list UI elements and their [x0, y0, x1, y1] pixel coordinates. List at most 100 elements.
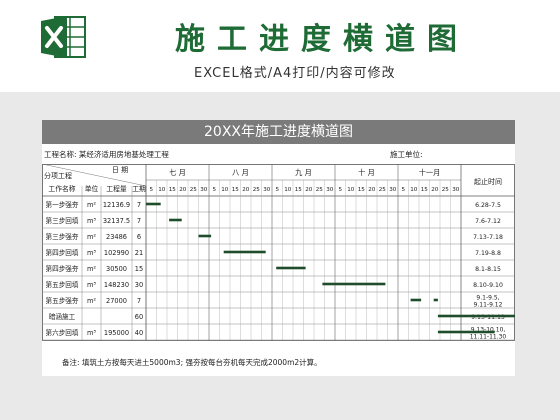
row-duration: 15 — [135, 265, 143, 273]
day-tick-label: 15 — [232, 187, 240, 193]
day-tick-label: 25 — [190, 187, 198, 193]
row-period: 8.1-8.15 — [475, 266, 501, 273]
day-tick-label: 5 — [149, 187, 153, 193]
row-name: 第五步回填 — [46, 280, 79, 289]
day-tick-label: 30 — [452, 187, 460, 193]
day-tick-label: 15 — [358, 187, 366, 193]
row-name: 暗涵施工 — [49, 312, 76, 321]
row-duration: 21 — [135, 249, 143, 257]
period-header: 起止时间 — [474, 177, 502, 186]
excel-icon — [41, 16, 86, 58]
row-name: 第四步回填 — [46, 248, 79, 257]
day-tick-label: 20 — [305, 187, 313, 193]
construction-unit: 施工单位: — [390, 150, 423, 159]
day-tick-label: 15 — [421, 187, 429, 193]
gantt-bar — [437, 330, 495, 334]
row-quantity: 102990 — [104, 249, 129, 257]
corner-date-label: 日 期 — [112, 166, 128, 174]
day-tick-label: 30 — [389, 187, 397, 193]
day-tick-label: 5 — [275, 187, 279, 193]
row-period: 9.11-9.12 — [474, 302, 503, 309]
row-unit: m² — [87, 297, 96, 305]
row-name: 第六步回填 — [46, 328, 79, 337]
column-header: 工期 — [132, 185, 146, 193]
row-name: 第三步强夯 — [46, 232, 79, 241]
day-tick-label: 5 — [338, 187, 342, 193]
sheet-title: 20XX年施工进度横道图 — [42, 120, 515, 144]
day-tick-label: 10 — [158, 187, 166, 193]
day-tick-label: 20 — [242, 187, 250, 193]
gantt-bar — [410, 298, 422, 302]
row-unit: m³ — [87, 217, 96, 225]
row-name: 第四步强夯 — [46, 264, 79, 273]
gantt-bar — [322, 282, 386, 286]
gantt-bar — [276, 266, 306, 270]
day-tick-label: 10 — [284, 187, 292, 193]
row-unit: m² — [87, 201, 96, 209]
month-header: 十一月 — [419, 168, 441, 177]
row-quantity: 148230 — [104, 281, 129, 289]
day-tick-label: 15 — [295, 187, 303, 193]
day-tick-label: 25 — [379, 187, 387, 193]
row-duration: 7 — [137, 201, 141, 209]
row-quantity: 23486 — [106, 233, 127, 241]
corner-item-label: 分项工程 — [44, 171, 72, 180]
row-period: 9.13-10.10, — [471, 327, 506, 334]
day-tick-label: 20 — [368, 187, 376, 193]
row-duration: 40 — [135, 329, 143, 337]
day-tick-label: 25 — [442, 187, 450, 193]
row-duration: 7 — [137, 297, 141, 305]
day-tick-label: 20 — [179, 187, 187, 193]
row-duration: 60 — [135, 313, 143, 321]
gantt-bar — [169, 218, 182, 222]
day-tick-label: 10 — [221, 187, 229, 193]
day-tick-label: 25 — [253, 187, 261, 193]
column-header: 工作名称 — [48, 184, 75, 193]
footnote: 备注: 填筑土方按每天进土5000m3; 强夯按每台夯机每天完成2000m2计算… — [62, 358, 322, 367]
day-tick-label: 5 — [401, 187, 405, 193]
day-tick-label: 20 — [431, 187, 439, 193]
row-unit: m² — [87, 265, 96, 273]
row-unit: m³ — [87, 329, 96, 337]
row-period: 9.13-11.13 — [471, 314, 505, 321]
column-header: 单位 — [85, 184, 99, 193]
row-name: 第一步强夯 — [46, 200, 79, 209]
row-unit: m³ — [87, 249, 96, 257]
gantt-table: 日 期分项工程工作名称 单位 工程量 工期七 月八 月九 月十 月十一月5 10 15 20… — [42, 164, 515, 341]
day-tick-label: 30 — [200, 187, 208, 193]
row-quantity: 195000 — [104, 329, 129, 337]
month-header: 七 月 — [169, 168, 186, 177]
day-tick-label: 5 — [212, 187, 216, 193]
month-header: 八 月 — [232, 168, 249, 177]
column-header: 工程量 — [106, 184, 127, 193]
gantt-bar — [198, 234, 212, 238]
table-border — [42, 164, 515, 341]
row-name: 第三步回填 — [46, 216, 79, 225]
row-period: 7.6-7.12 — [475, 218, 501, 225]
row-unit: m² — [87, 233, 96, 241]
gantt-bar — [433, 298, 438, 302]
corner-diagonal — [42, 164, 147, 187]
day-tick-label: 10 — [410, 187, 418, 193]
day-tick-label: 15 — [169, 187, 177, 193]
spreadsheet — [42, 120, 515, 376]
gantt-bar — [146, 202, 161, 206]
row-unit: m³ — [87, 281, 96, 289]
row-period: 11.11-11.30 — [470, 334, 507, 341]
row-quantity: 12136.9 — [103, 201, 130, 209]
gantt-bar — [223, 250, 266, 254]
row-quantity: 32137.5 — [103, 217, 130, 225]
row-period: 6.28-7.5 — [475, 202, 501, 209]
row-name: 第五步强夯 — [46, 296, 79, 305]
month-header: 十 月 — [358, 168, 375, 177]
row-duration: 7 — [137, 217, 141, 225]
day-tick-label: 30 — [263, 187, 271, 193]
page-title: 施工进度横道图 — [175, 22, 469, 57]
day-tick-label: 25 — [316, 187, 324, 193]
month-header: 九 月 — [295, 168, 312, 177]
row-period: 9.1-9.5, — [476, 295, 499, 302]
project-name: 工程名称: 某经济适用房地基处理工程 — [44, 150, 169, 159]
page-header: 施工进度横道图 EXCEL格式/A4打印/内容可修改 — [0, 0, 560, 92]
page-subtitle: EXCEL格式/A4打印/内容可修改 — [194, 66, 396, 81]
row-period: 8.10-9.10 — [473, 282, 503, 289]
